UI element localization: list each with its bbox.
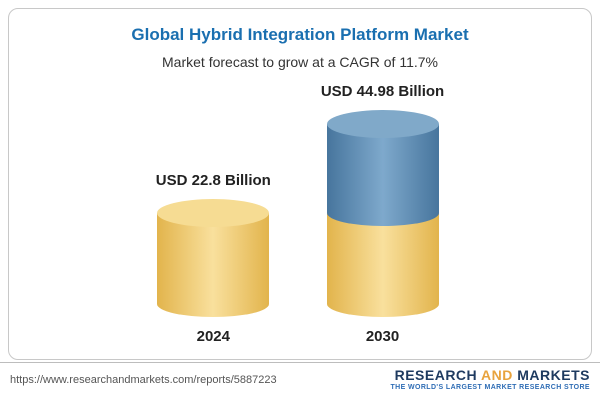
cylinder-2030-growth	[326, 110, 439, 226]
logo-wordmark: RESEARCH AND MARKETS	[390, 367, 590, 383]
category-label-2024: 2024	[196, 328, 230, 345]
value-label-2030: USD 44.98 Billion	[320, 83, 445, 101]
bar-group-2030: USD 44.98 Billion 2030	[321, 83, 444, 345]
logo-word-markets: MARKETS	[517, 367, 590, 384]
logo-tagline: THE WORLD'S LARGEST MARKET RESEARCH STOR…	[390, 383, 590, 391]
research-and-markets-logo: RESEARCH AND MARKETS THE WORLD'S LARGEST…	[390, 367, 590, 391]
cylinder-2030	[326, 110, 439, 318]
chart-title: Global Hybrid Integration Platform Marke…	[131, 25, 469, 44]
cylinder-2024-base	[157, 198, 270, 318]
bar-group-2024: USD 22.8 Billion 2024	[156, 172, 271, 345]
chart-card: Global Hybrid Integration Platform Marke…	[8, 8, 592, 360]
cylinder-2030-base	[326, 212, 439, 318]
report-url-link[interactable]: https://www.researchandmarkets.com/repor…	[10, 373, 277, 386]
cylinder-2024	[157, 198, 270, 318]
plot-area: USD 22.8 Billion 2024 USD 44.98 Billion …	[9, 83, 591, 345]
footer: https://www.researchandmarkets.com/repor…	[0, 362, 600, 400]
category-label-2030: 2030	[365, 328, 400, 345]
value-label-2024: USD 22.8 Billion	[155, 171, 271, 189]
chart-subtitle: Market forecast to grow at a CAGR of 11.…	[162, 54, 438, 70]
logo-word-research: RESEARCH	[394, 367, 478, 384]
logo-word-and: AND	[481, 367, 513, 384]
